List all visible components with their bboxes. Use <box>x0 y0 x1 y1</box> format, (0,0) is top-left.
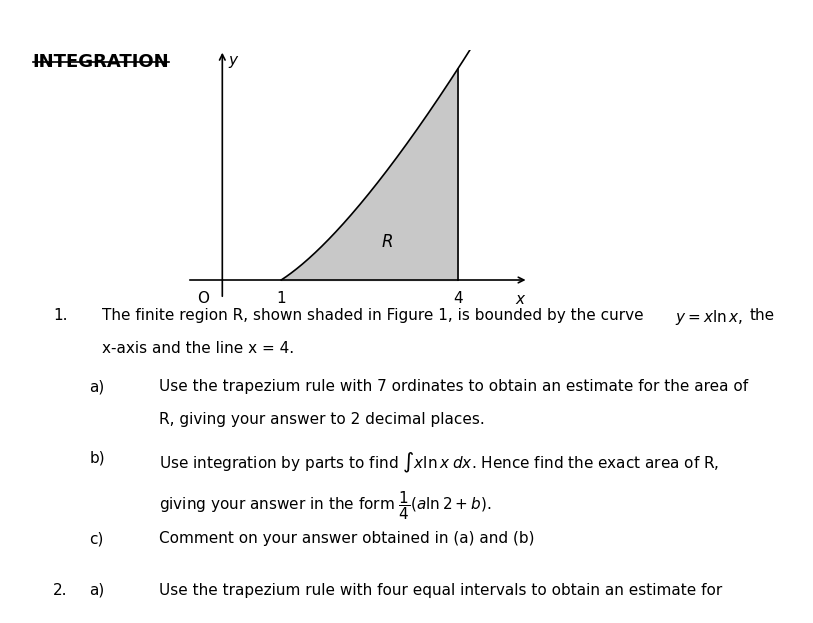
Text: c): c) <box>89 531 104 546</box>
Text: Use the trapezium rule with four equal intervals to obtain an estimate for: Use the trapezium rule with four equal i… <box>159 583 722 597</box>
Text: b): b) <box>89 450 105 465</box>
Text: Use the trapezium rule with 7 ordinates to obtain an estimate for the area of: Use the trapezium rule with 7 ordinates … <box>159 379 748 394</box>
Text: R, giving your answer to 2 decimal places.: R, giving your answer to 2 decimal place… <box>159 412 485 427</box>
Text: giving your answer in the form $\dfrac{1}{4}(a\ln 2 + b)$.: giving your answer in the form $\dfrac{1… <box>159 489 491 522</box>
Text: Use integration by parts to find $\int x\ln x\;dx$. Hence find the exact area of: Use integration by parts to find $\int x… <box>159 450 719 475</box>
Text: x: x <box>515 292 524 307</box>
Text: 1.: 1. <box>53 308 67 323</box>
Text: y: y <box>228 53 237 68</box>
Text: INTEGRATION: INTEGRATION <box>33 53 169 71</box>
Text: 2.: 2. <box>53 583 67 597</box>
Text: a): a) <box>89 379 105 394</box>
Text: The finite region R, shown shaded in Figure 1, is bounded by the curve: The finite region R, shown shaded in Fig… <box>102 308 643 323</box>
Text: the: the <box>750 308 775 323</box>
Text: O: O <box>198 291 210 306</box>
Text: x-axis and the line x = 4.: x-axis and the line x = 4. <box>102 341 293 356</box>
Text: 1: 1 <box>276 291 286 306</box>
Text: $R$: $R$ <box>381 233 393 251</box>
Text: a): a) <box>89 583 105 597</box>
Text: $y = x\ln x$,: $y = x\ln x$, <box>675 308 743 327</box>
Text: 4: 4 <box>453 291 463 306</box>
Text: Comment on your answer obtained in (a) and (b): Comment on your answer obtained in (a) a… <box>159 531 534 546</box>
